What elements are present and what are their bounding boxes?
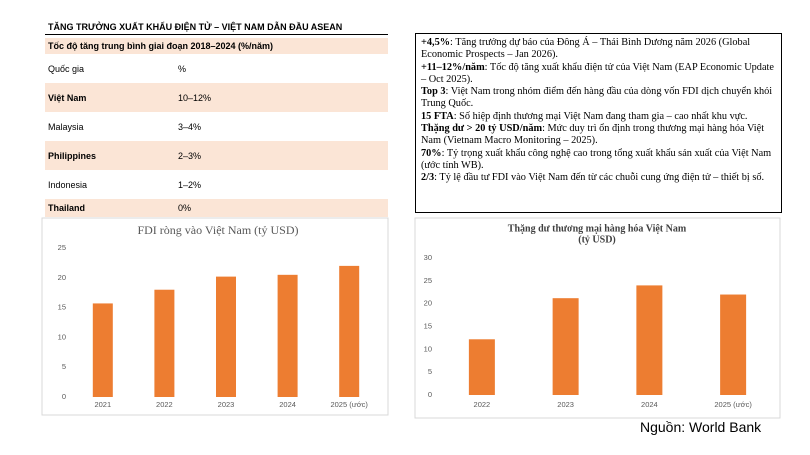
table-cell: Malaysia [48, 121, 84, 132]
table-row: Philippines 2–3% [45, 141, 388, 170]
bar [552, 298, 579, 395]
note-highlight: 15 FTA [421, 110, 454, 122]
chart-frame [41, 217, 389, 416]
chart-title: Thặng dư thương mại hàng hóa Việt Nam [508, 223, 687, 234]
note: +4,5%: Tăng trưởng dự báo của Đông Á – T… [421, 37, 776, 62]
chart-title: FDI ròng vào Việt Nam (tỷ USD) [137, 223, 298, 237]
y-tick-label: 0 [428, 390, 432, 399]
x-tick-label: 2022 [156, 400, 173, 409]
y-tick-label: 20 [424, 299, 432, 308]
y-tick-label: 15 [424, 321, 432, 330]
note-highlight: 70% [421, 147, 442, 159]
note-text: : Mức duy trì ổn định trong thương mại h… [421, 123, 765, 147]
table-cell: Việt Nam [48, 92, 87, 103]
note: Top 3: Việt Nam trong nhóm điểm đến hàng… [421, 86, 776, 111]
y-tick-label: 5 [428, 367, 432, 376]
x-tick-label: 2024 [279, 400, 296, 409]
table-row: Indonesia 1–2% [45, 170, 388, 199]
note-highlight: 2/3 [421, 172, 435, 184]
note: Thặng dư > 20 tỷ USD/năm: Mức duy trì ổn… [421, 123, 776, 148]
bar [216, 276, 236, 397]
growth-table: TĂNG TRƯỞNG XUẤT KHẨU ĐIỆN TỬ – VIỆT NAM… [45, 20, 388, 217]
note-highlight: +11–12%/năm [421, 61, 485, 73]
table-header: Quốc gia % [45, 54, 388, 83]
note-text: : Số hiệp định thương mại Việt Nam đang … [453, 110, 748, 122]
table-cell: Thailand [48, 203, 86, 213]
y-tick-label: 10 [424, 344, 432, 353]
header-cell: % [178, 63, 187, 74]
bar [154, 289, 175, 397]
key-facts: +4,5%: Tăng trưởng dự báo của Đông Á – T… [415, 33, 782, 213]
table-body: Việt Nam 10–12% Malaysia 3–4% Philippines 2–3… [45, 83, 388, 217]
table-row: Thailand 0% [45, 199, 388, 217]
x-tick-label: 2025 (ước) [330, 400, 368, 409]
table-subtitle: Tốc độ tăng trung bình giai đoạn 2018–20… [45, 38, 388, 54]
x-tick-label: 2025 (ước) [714, 400, 752, 409]
table-title: TĂNG TRƯỞNG XUẤT KHẨU ĐIỆN TỬ – VIỆT NAM… [45, 20, 388, 35]
table-row: Việt Nam 10–12% [45, 83, 388, 112]
note-text: : Tỷ trọng xuất khẩu công nghệ cao trong… [421, 147, 772, 171]
table-cell: 1–2% [178, 179, 202, 190]
table-row: Malaysia 3–4% [45, 112, 388, 141]
note-highlight: Thặng dư > 20 tỷ USD/năm [421, 123, 543, 135]
note-highlight: +4,5% [421, 37, 451, 48]
bar [720, 294, 747, 395]
chart-frame [414, 217, 781, 419]
y-tick-label: 5 [62, 362, 66, 371]
note-text: : Tỷ lệ đầu tư FDI vào Việt Nam đến từ c… [434, 172, 765, 184]
y-tick-label: 20 [58, 273, 66, 282]
table-cell: 0% [178, 203, 192, 213]
note-highlight: Top 3 [421, 86, 446, 98]
y-tick-label: 25 [424, 276, 432, 285]
bar [636, 285, 663, 395]
y-tick-label: 10 [58, 332, 66, 341]
bar [339, 265, 360, 397]
source: Nguồn: World Bank [640, 419, 762, 435]
x-tick-label: 2023 [557, 400, 574, 409]
table-cell: 2–3% [178, 150, 202, 161]
table-cell: Philippines [48, 150, 97, 161]
bar [277, 274, 298, 397]
note-text: : Tốc độ tăng xuất khẩu điện tử của Việt… [421, 61, 774, 85]
x-tick-label: 2021 [94, 400, 111, 409]
header-cell: Quốc gia [48, 63, 85, 74]
note-text: : Việt Nam trong nhóm điểm đến hàng đầu … [421, 86, 773, 110]
note: 15 FTA: Số hiệp định thương mại Việt Nam… [421, 111, 776, 123]
note-text: : Tăng trưởng dự báo của Đông Á – Thái B… [421, 37, 751, 61]
y-tick-label: 0 [62, 392, 66, 401]
y-tick-label: 25 [58, 243, 66, 252]
x-tick-label: 2023 [218, 400, 235, 409]
table-cell: Indonesia [48, 179, 88, 190]
bar [92, 303, 113, 397]
note: +11–12%/năm: Tốc độ tăng xuất khẩu điện … [421, 62, 776, 87]
y-tick-label: 15 [58, 303, 66, 312]
note: 70%: Tỷ trọng xuất khẩu công nghệ cao tr… [421, 148, 776, 173]
table-cell: 3–4% [178, 121, 202, 132]
table-cell: 10–12% [178, 92, 212, 103]
bar [468, 339, 495, 395]
note: 2/3: Tỷ lệ đầu tư FDI vào Việt Nam đến t… [421, 172, 776, 184]
x-tick-label: 2024 [641, 400, 658, 409]
chart-subtitle: (tỷ USD) [578, 234, 616, 245]
x-tick-label: 2022 [474, 400, 491, 409]
y-tick-label: 30 [424, 253, 432, 262]
